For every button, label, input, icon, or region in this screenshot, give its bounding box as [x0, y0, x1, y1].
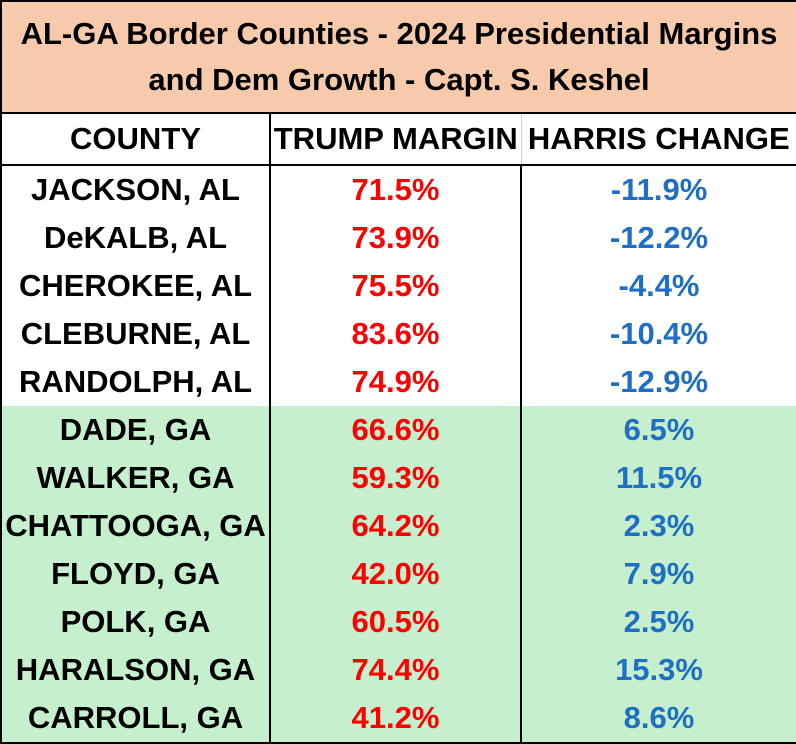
trump-margin-cell: 83.6%: [270, 310, 522, 358]
table-body: JACKSON, AL 71.5% -11.9% DeKALB, AL 73.9% -12…: [0, 165, 796, 744]
harris-change-cell: 8.6%: [521, 694, 796, 744]
header-row: COUNTY TRUMP MARGIN HARRIS CHANGE: [0, 113, 796, 166]
table-row: CLEBURNE, AL 83.6% -10.4%: [0, 310, 796, 358]
harris-change-cell: 2.3%: [521, 502, 796, 550]
harris-change-cell: 15.3%: [521, 646, 796, 694]
trump-margin-cell: 66.6%: [270, 406, 522, 454]
county-cell: HARALSON, GA: [0, 646, 271, 694]
harris-change-cell: 6.5%: [521, 406, 796, 454]
trump-margin-cell: 60.5%: [270, 598, 522, 646]
table-row: POLK, GA 60.5% 2.5%: [0, 598, 796, 646]
county-cell: CHEROKEE, AL: [0, 262, 271, 310]
county-cell: JACKSON, AL: [0, 165, 271, 214]
title-row: AL-GA Border Counties - 2024 Presidentia…: [0, 0, 796, 114]
county-cell: WALKER, GA: [0, 454, 271, 502]
table-row: RANDOLPH, AL 74.9% -12.9%: [0, 358, 796, 406]
table-row: DADE, GA 66.6% 6.5%: [0, 406, 796, 454]
title-line-2: and Dem Growth - Capt. S. Keshel: [148, 62, 650, 97]
header-county: COUNTY: [0, 113, 271, 166]
header-harris-change: HARRIS CHANGE: [521, 113, 796, 166]
table-row: FLOYD, GA 42.0% 7.9%: [0, 550, 796, 598]
county-cell: FLOYD, GA: [0, 550, 271, 598]
table-row: DeKALB, AL 73.9% -12.2%: [0, 214, 796, 262]
title-line-1: AL-GA Border Counties - 2024 Presidentia…: [20, 16, 778, 51]
harris-change-cell: 7.9%: [521, 550, 796, 598]
trump-margin-cell: 64.2%: [270, 502, 522, 550]
trump-margin-cell: 74.4%: [270, 646, 522, 694]
header-trump-margin: TRUMP MARGIN: [270, 113, 522, 166]
county-cell: CARROLL, GA: [0, 694, 271, 744]
table-row: CHEROKEE, AL 75.5% -4.4%: [0, 262, 796, 310]
trump-margin-cell: 41.2%: [270, 694, 522, 744]
table-row: CHATTOOGA, GA 64.2% 2.3%: [0, 502, 796, 550]
county-cell: RANDOLPH, AL: [0, 358, 271, 406]
trump-margin-cell: 71.5%: [270, 165, 522, 214]
county-cell: CHATTOOGA, GA: [0, 502, 271, 550]
county-cell: CLEBURNE, AL: [0, 310, 271, 358]
harris-change-cell: -4.4%: [521, 262, 796, 310]
trump-margin-cell: 75.5%: [270, 262, 522, 310]
table-row: WALKER, GA 59.3% 11.5%: [0, 454, 796, 502]
county-cell: DADE, GA: [0, 406, 271, 454]
table-title: AL-GA Border Counties - 2024 Presidentia…: [0, 0, 796, 114]
table-row: CARROLL, GA 41.2% 8.6%: [0, 694, 796, 744]
harris-change-cell: -12.2%: [521, 214, 796, 262]
harris-change-cell: -12.9%: [521, 358, 796, 406]
trump-margin-cell: 73.9%: [270, 214, 522, 262]
trump-margin-cell: 74.9%: [270, 358, 522, 406]
trump-margin-cell: 42.0%: [270, 550, 522, 598]
county-cell: POLK, GA: [0, 598, 271, 646]
county-cell: DeKALB, AL: [0, 214, 271, 262]
table-row: JACKSON, AL 71.5% -11.9%: [0, 165, 796, 214]
harris-change-cell: -10.4%: [521, 310, 796, 358]
harris-change-cell: 2.5%: [521, 598, 796, 646]
harris-change-cell: -11.9%: [521, 165, 796, 214]
trump-margin-cell: 59.3%: [270, 454, 522, 502]
harris-change-cell: 11.5%: [521, 454, 796, 502]
table-row: HARALSON, GA 74.4% 15.3%: [0, 646, 796, 694]
